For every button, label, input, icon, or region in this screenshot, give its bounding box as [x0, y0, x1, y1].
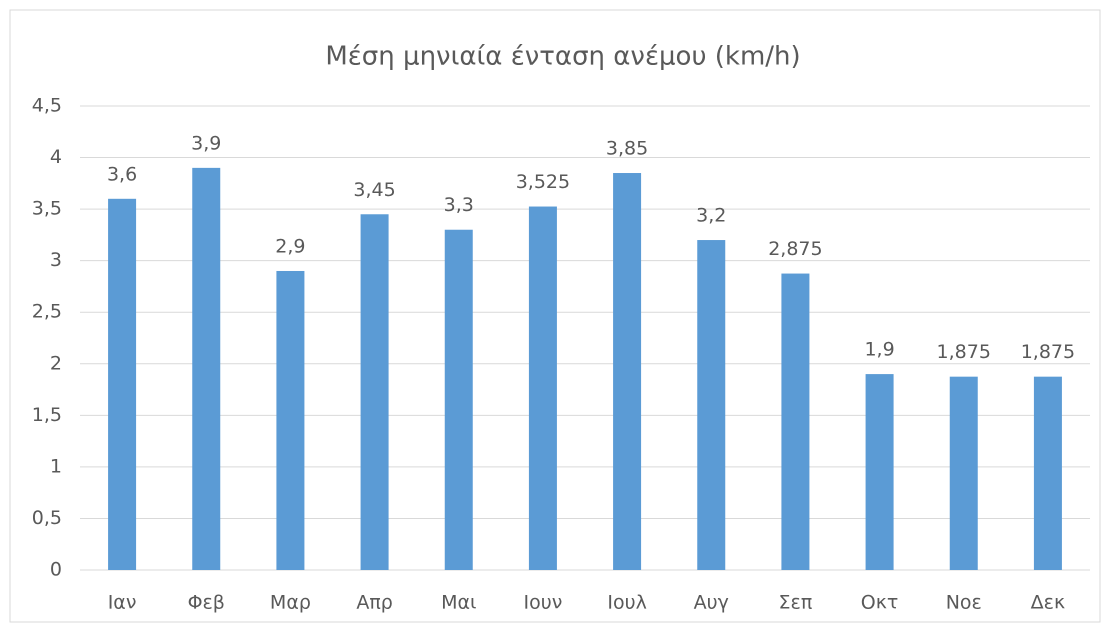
bar	[1033, 376, 1062, 570]
bar	[781, 273, 810, 570]
data-label: 3,525	[516, 171, 570, 193]
x-tick-label: Ιαν	[108, 592, 137, 614]
data-label: 2,875	[768, 238, 822, 260]
y-tick-label: 1	[50, 455, 62, 477]
bar	[865, 374, 894, 570]
bar	[360, 214, 389, 570]
chart-title: Μέση μηνιαία ένταση ανέμου (km/h)	[325, 42, 800, 72]
x-tick-label: Μαρ	[270, 592, 311, 614]
data-label: 2,9	[275, 235, 305, 257]
x-tick-label: Ιουν	[523, 592, 562, 614]
x-tick-label: Ιουλ	[607, 592, 646, 614]
data-label: 1,875	[937, 341, 991, 363]
bar	[108, 198, 137, 571]
data-label: 1,875	[1021, 341, 1075, 363]
data-label: 1,9	[864, 339, 894, 361]
data-label: 3,9	[191, 132, 221, 154]
x-tick-label: Σεπ	[779, 592, 813, 614]
y-tick-label: 2,5	[32, 301, 62, 323]
bar	[276, 270, 305, 570]
x-tick-label: Νοε	[946, 592, 982, 614]
data-label: 3,3	[444, 194, 474, 216]
x-tick-label: Αυγ	[694, 592, 729, 614]
data-label: 3,45	[353, 179, 395, 201]
y-tick-label: 3,5	[32, 198, 62, 220]
bar	[613, 173, 642, 570]
x-tick-label: Δεκ	[1031, 592, 1065, 614]
data-label: 3,6	[107, 163, 137, 185]
bar	[192, 167, 221, 570]
y-tick-label: 0	[50, 559, 62, 581]
data-label: 3,2	[696, 205, 726, 227]
bar	[528, 206, 557, 571]
y-tick-label: 4	[50, 146, 62, 168]
y-tick-label: 0,5	[32, 507, 62, 529]
y-tick-label: 1,5	[32, 404, 62, 426]
x-tick-label: Απρ	[356, 592, 393, 614]
y-tick-label: 4,5	[32, 95, 62, 117]
bar	[444, 229, 473, 570]
x-tick-label: Οκτ	[861, 592, 899, 614]
y-tick-label: 3	[50, 249, 62, 271]
x-tick-label: Μαι	[441, 592, 476, 614]
bar	[949, 376, 978, 570]
x-tick-label: Φεβ	[188, 592, 225, 614]
y-tick-label: 2	[50, 352, 62, 374]
data-label: 3,85	[606, 138, 648, 160]
bar	[697, 240, 726, 571]
